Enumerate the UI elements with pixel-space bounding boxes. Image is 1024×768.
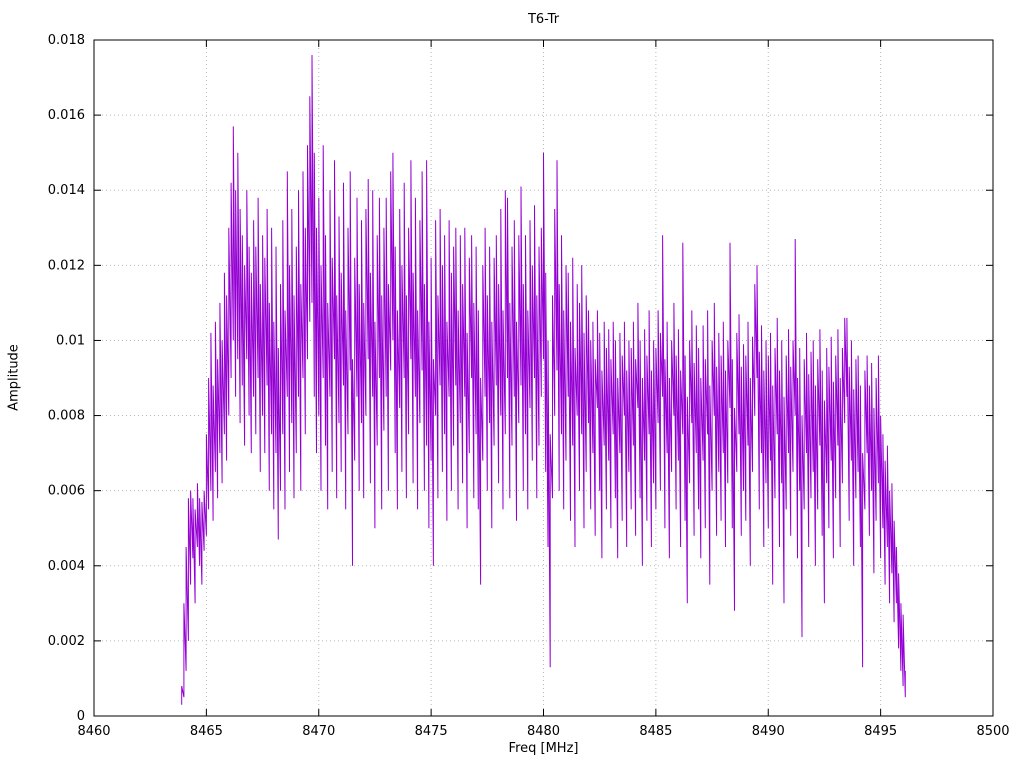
y-tick-label: 0.002 bbox=[48, 634, 85, 649]
x-tick-label: 8490 bbox=[752, 724, 785, 739]
x-tick-label: 8500 bbox=[976, 724, 1009, 739]
y-tick-label: 0.018 bbox=[48, 33, 85, 48]
x-axis-label: Freq [MHz] bbox=[508, 741, 579, 756]
y-tick-label: 0.006 bbox=[48, 484, 85, 499]
x-tick-label: 8495 bbox=[864, 724, 897, 739]
x-tick-label: 8460 bbox=[77, 724, 110, 739]
data-series bbox=[181, 54, 906, 705]
x-tick-label: 8485 bbox=[639, 724, 672, 739]
y-tick-label: 0.016 bbox=[48, 108, 85, 123]
y-axis-label: Amplitude bbox=[6, 344, 22, 411]
y-tick-label: 0 bbox=[77, 709, 85, 724]
chart-title: T6-Tr bbox=[527, 12, 560, 27]
y-tick-label: 0.008 bbox=[48, 409, 85, 424]
x-tick-label: 8470 bbox=[302, 724, 335, 739]
x-tick-label: 8465 bbox=[190, 724, 223, 739]
y-tick-label: 0.014 bbox=[48, 183, 85, 198]
y-tick-label: 0.004 bbox=[48, 559, 85, 574]
x-tick-label: 8475 bbox=[415, 724, 448, 739]
y-tick-label: 0.01 bbox=[56, 333, 85, 348]
x-tick-label: 8480 bbox=[527, 724, 560, 739]
y-tick-label: 0.012 bbox=[48, 258, 85, 273]
